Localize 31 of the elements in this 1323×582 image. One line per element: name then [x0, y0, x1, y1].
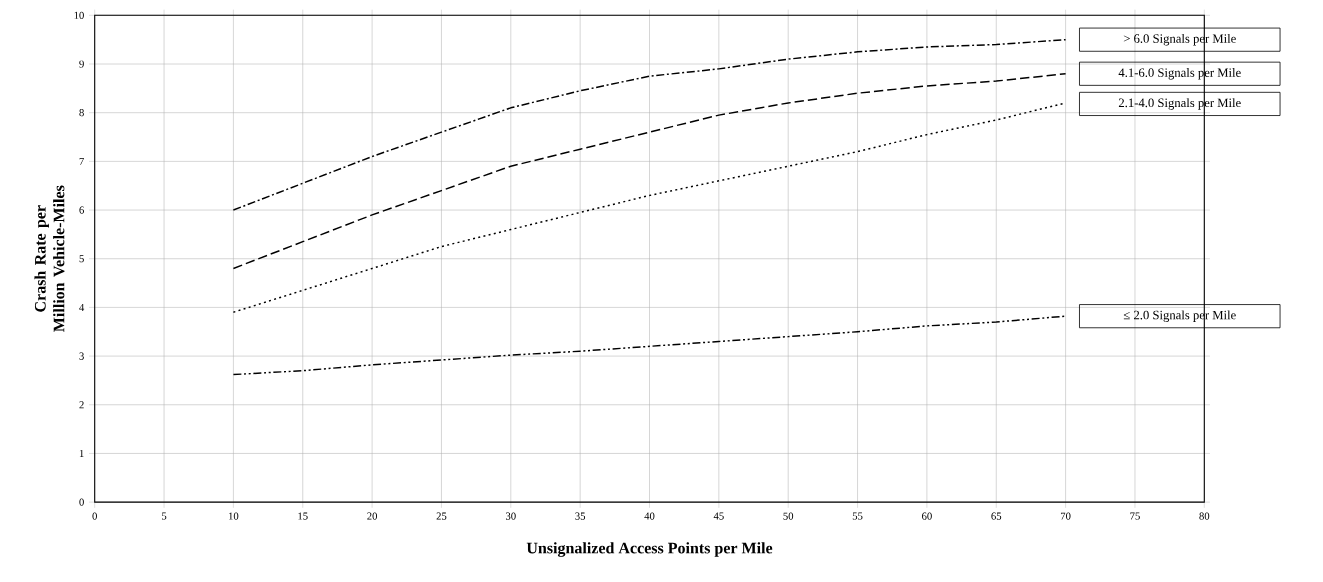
line-series [232, 38, 1067, 211]
x-tick-label: 45 [713, 512, 724, 520]
x-tick-label: 25 [436, 512, 447, 520]
x-tick-label: 20 [367, 512, 378, 520]
y-tick-label: 4 [79, 303, 85, 311]
y-tick-label: 6 [79, 206, 84, 214]
y-tick-label: 10 [74, 11, 84, 19]
y-tick-label: 3 [79, 352, 84, 360]
y-tick-label: 0 [79, 498, 84, 506]
y-tick-label: 5 [79, 255, 84, 263]
x-axis-title: Unsignalized Access Points per Mile [526, 542, 773, 557]
x-tick-label: 10 [229, 512, 239, 520]
x-tick-label: 60 [922, 512, 932, 520]
x-tick-label: 35 [575, 512, 586, 520]
x-tick-label: 80 [1199, 512, 1210, 520]
y-axis-title: Crash Rate per Million Vehicle-Miles [34, 185, 65, 332]
x-tick-label: 30 [505, 512, 516, 520]
y-tick-label: 1 [79, 449, 84, 457]
x-tick-label: 5 [162, 512, 167, 520]
x-tick-label: 40 [644, 512, 655, 520]
x-tick-label: 0 [92, 512, 97, 520]
x-tick-label: 50 [783, 512, 794, 520]
y-tick-label: 9 [79, 60, 84, 68]
x-tick-label: 15 [298, 512, 308, 520]
y-tick-label: 8 [79, 109, 84, 117]
y-tick-label: 7 [79, 157, 84, 165]
x-tick-label: 65 [991, 512, 1002, 520]
x-tick-label: 70 [1060, 512, 1071, 520]
x-tick-label: 55 [852, 512, 863, 520]
x-tick-label: 75 [1130, 512, 1140, 520]
y-tick-label: 2 [79, 401, 84, 409]
